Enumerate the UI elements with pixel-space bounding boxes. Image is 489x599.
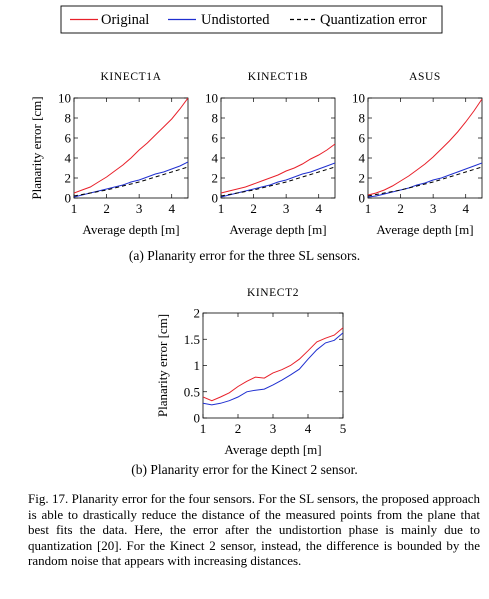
x-tick-label: 2 bbox=[397, 201, 404, 216]
plot-frame bbox=[220, 97, 336, 199]
y-tick-label: 6 bbox=[65, 131, 72, 146]
y-tick-label: 1.5 bbox=[184, 332, 200, 347]
panel-asus: ASUS 1 2 3 4 0 2 4 6 8 10 Average depth [m] bbox=[352, 71, 483, 237]
y-axis-label: Planarity error [cm] bbox=[29, 96, 44, 199]
subfigure-a-caption: (a) Planarity error for the three SL sen… bbox=[128, 248, 361, 263]
legend-label-original: Original bbox=[101, 12, 149, 28]
x-tick-label: 3 bbox=[136, 201, 143, 216]
legend-label-undistorted: Undistorted bbox=[201, 12, 270, 28]
x-tick-label: 3 bbox=[430, 201, 437, 216]
y-tick-label: 0 bbox=[212, 191, 219, 206]
x-tick-label: 3 bbox=[283, 201, 290, 216]
x-tick-label: 2 bbox=[235, 421, 242, 436]
y-tick-label: 6 bbox=[212, 131, 219, 146]
x-axis-label: Average depth [m] bbox=[82, 222, 179, 237]
x-tick-label: 1 bbox=[365, 201, 372, 216]
x-axis-label: Average depth [m] bbox=[229, 222, 326, 237]
y-tick-label: 0.5 bbox=[184, 384, 200, 399]
legend: Original Undistorted Quantization error bbox=[60, 5, 443, 34]
figure-caption: Fig. 17. Planarity error for the four se… bbox=[28, 491, 480, 568]
legend-box bbox=[60, 5, 443, 34]
y-tick-label: 0 bbox=[359, 191, 366, 206]
y-tick-label: 2 bbox=[194, 306, 201, 321]
panel-title: ASUS bbox=[409, 71, 441, 83]
figure-canvas: Original Undistorted Quantization error KIN… bbox=[29, 5, 483, 457]
panel-kinect1a: KINECT1A 1 2 3 4 0 2 4 6 8 10 Average depth [m] Plan… bbox=[29, 71, 189, 237]
y-tick-label: 8 bbox=[212, 111, 219, 126]
panel-kinect2: KINECT2 1 2 3 4 5 0 0.5 1 1.5 2 Average depth [m] Pl… bbox=[155, 287, 346, 457]
x-tick-label: 1 bbox=[71, 201, 78, 216]
y-tick-label: 2 bbox=[359, 171, 366, 186]
series-line-undistorted bbox=[368, 162, 482, 198]
x-tick-label: 1 bbox=[200, 421, 207, 436]
panel-title: KINECT1A bbox=[100, 71, 161, 83]
y-tick-label: 0 bbox=[194, 411, 201, 426]
series-line-quantization-error bbox=[74, 166, 188, 197]
x-axis-label: Average depth [m] bbox=[224, 442, 321, 457]
y-tick-label: 4 bbox=[65, 151, 72, 166]
y-tick-label: 2 bbox=[65, 171, 72, 186]
x-tick-label: 1 bbox=[218, 201, 225, 216]
series-line-original bbox=[221, 143, 335, 194]
panel-kinect1b: KINECT1B 1 2 3 4 0 2 4 6 8 10 Average depth [m] bbox=[205, 71, 336, 237]
legend-label-quantization-error: Quantization error bbox=[320, 12, 427, 28]
x-tick-label: 4 bbox=[168, 201, 175, 216]
series-line-quantization-error bbox=[368, 166, 482, 197]
subfigure-b-caption: (b) Planarity error for the Kinect 2 sen… bbox=[131, 462, 358, 477]
panel-title: KINECT2 bbox=[247, 287, 299, 299]
x-tick-label: 4 bbox=[305, 421, 312, 436]
series-line-original bbox=[203, 327, 343, 402]
x-tick-label: 2 bbox=[250, 201, 257, 216]
x-tick-label: 3 bbox=[270, 421, 277, 436]
series-line-undistorted bbox=[221, 162, 335, 198]
y-tick-label: 0 bbox=[65, 191, 72, 206]
y-axis-label: Planarity error [cm] bbox=[155, 314, 170, 417]
series-line-quantization-error bbox=[221, 166, 335, 197]
x-tick-label: 4 bbox=[315, 201, 322, 216]
series-line-undistorted bbox=[74, 161, 188, 198]
y-tick-label: 4 bbox=[212, 151, 219, 166]
x-axis-label: Average depth [m] bbox=[376, 222, 473, 237]
y-tick-label: 2 bbox=[212, 171, 219, 186]
y-tick-label: 8 bbox=[65, 111, 72, 126]
x-tick-label: 2 bbox=[103, 201, 110, 216]
panel-title: KINECT1B bbox=[248, 71, 308, 83]
plot-frame bbox=[367, 97, 483, 199]
plot-frame bbox=[73, 97, 189, 199]
series-line-undistorted bbox=[203, 332, 343, 406]
y-tick-label: 8 bbox=[359, 111, 366, 126]
y-tick-label: 10 bbox=[58, 91, 71, 106]
y-tick-label: 6 bbox=[359, 131, 366, 146]
y-tick-label: 4 bbox=[359, 151, 366, 166]
series-line-original bbox=[368, 98, 482, 196]
y-tick-label: 1 bbox=[194, 358, 201, 373]
series-line-original bbox=[74, 98, 188, 194]
x-tick-label: 5 bbox=[340, 421, 347, 436]
y-tick-label: 10 bbox=[352, 91, 365, 106]
y-tick-label: 10 bbox=[205, 91, 218, 106]
x-tick-label: 4 bbox=[462, 201, 469, 216]
